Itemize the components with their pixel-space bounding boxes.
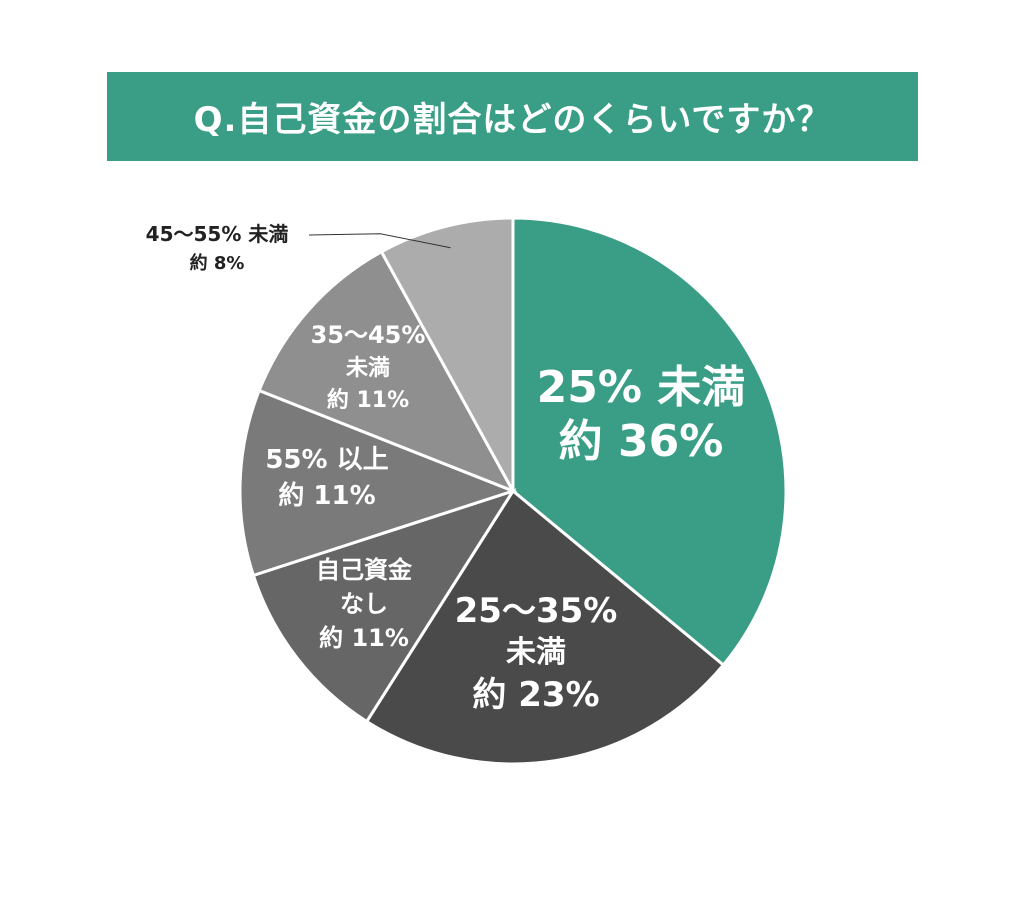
slice-3-label-3: 約 11% [319, 624, 409, 652]
slice-5-label-1: 35～45% [311, 321, 426, 349]
slice-3-label-2: なし [340, 590, 388, 618]
slice-1-label-1: 25% 未満 [537, 362, 746, 413]
pie-slice-4 [238, 388, 518, 578]
leader-line [308, 233, 451, 249]
pie-slice-3 [251, 488, 517, 724]
slice-3-label-1: 自己資金 [316, 556, 413, 584]
slice-2-label-2: 未満 [506, 635, 566, 670]
slice-6-label-2: 約 8% [190, 252, 245, 274]
slice-5-label-3: 約 11% [327, 387, 409, 413]
title-bar: Q.自己資金の割合はどのくらいですか？ [107, 72, 918, 161]
pie-slice-5 [257, 249, 517, 494]
slice-2-label-3: 約 23% [472, 675, 599, 715]
slice-4-label-2: 約 11% [278, 480, 375, 511]
slice-6-label-1: 45～55% 未満 [146, 222, 289, 246]
slice-2-label-1: 25～35% [455, 591, 618, 631]
chart-title: Q.自己資金の割合はどのくらいですか？ [193, 100, 832, 140]
pie-slice-6 [379, 216, 515, 492]
slice-5-label-2: 未満 [346, 355, 390, 381]
slice-4-label-1: 55% 以上 [265, 445, 388, 475]
pie-slice-1 [511, 216, 788, 668]
pie-slice-2 [364, 488, 726, 766]
slice-1-label-2: 約 36% [559, 416, 724, 467]
